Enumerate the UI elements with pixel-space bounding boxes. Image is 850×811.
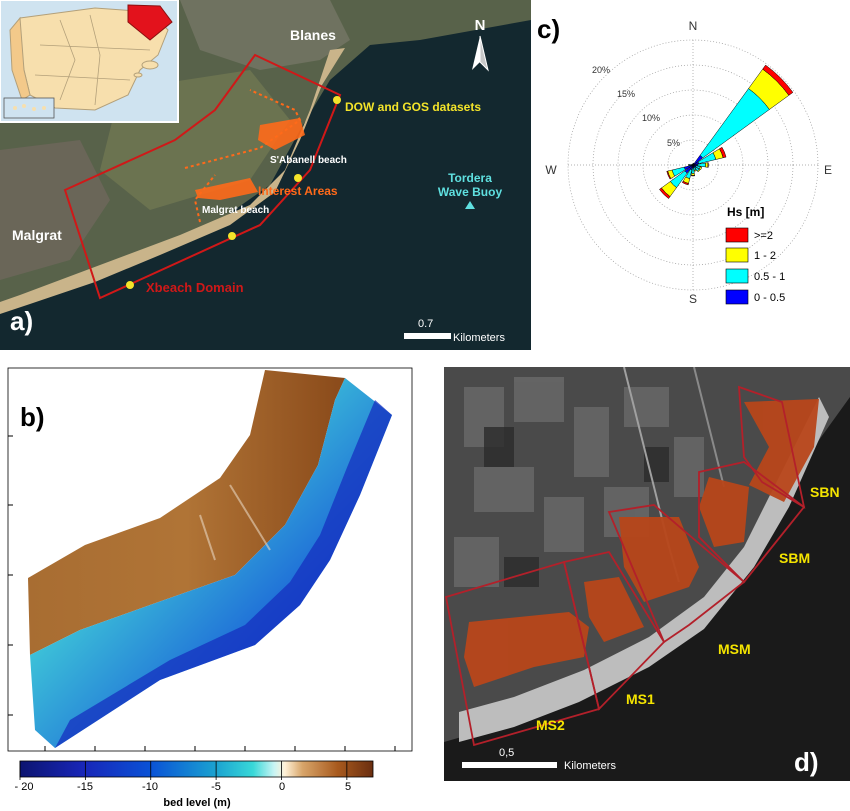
scale-bar xyxy=(404,333,451,339)
scale-unit-a: Kilometers xyxy=(453,332,505,344)
catalonia-highlight xyxy=(127,4,173,41)
scale-value-a: 0.7 xyxy=(418,318,433,330)
cbar-tick-0: 0 xyxy=(279,781,285,793)
colorbar xyxy=(19,760,374,778)
panel-letter-b: b) xyxy=(20,402,45,432)
scale-bar-d xyxy=(462,762,557,768)
rose-petal-202.5-3 xyxy=(681,180,689,186)
interest-areas-label: Interest Areas xyxy=(258,184,338,198)
legend-swatch-05-1 xyxy=(725,268,749,284)
compass-w: W xyxy=(545,163,557,177)
inset-map xyxy=(0,0,179,123)
rose-petal-135-2 xyxy=(697,169,701,173)
legend-label-0-05: 0 - 0.5 xyxy=(754,292,785,304)
interest-areas xyxy=(184,89,305,223)
dow-gos-label: DOW and GOS datasets xyxy=(345,100,481,114)
panel-d-aerial: 0,5 Kilometers SBN SBM MSM MS1 MS2 d) xyxy=(444,367,850,781)
urban-area-blanes xyxy=(180,0,350,70)
rose-petal-45-1 xyxy=(699,88,770,159)
rose-petal-225-3 xyxy=(659,187,671,199)
buoy-marker xyxy=(465,201,475,209)
panel-b-bathymetry: - 20 -15 -10 -5 0 5 bed level (m) b) xyxy=(0,360,420,811)
colorbar-ticks xyxy=(19,761,348,780)
aerial-canvas: 0,5 Kilometers SBN SBM MSM MS1 MS2 d) xyxy=(444,367,850,777)
legend-label-05-1: 0.5 - 1 xyxy=(754,271,785,283)
panel-c-wave-rose: c) N E S W 5% 10% 15% 20% Hs [m] >=2 1 -… xyxy=(531,0,850,350)
beach-strip xyxy=(0,48,345,314)
scale-value-d: 0,5 xyxy=(499,747,514,759)
north-label: N xyxy=(475,17,486,34)
zone-msm-outline xyxy=(607,504,746,644)
aerial-beach xyxy=(459,397,829,742)
deep-water xyxy=(55,400,392,748)
rose-petal-180-3 xyxy=(690,175,696,177)
rose-petal-45-3 xyxy=(762,64,794,96)
zone-label-msm: MSM xyxy=(718,641,751,657)
cbar-tick-m10: -10 xyxy=(142,781,158,793)
cbar-tick-m5: -5 xyxy=(211,781,221,793)
panel-letter-d: d) xyxy=(794,747,819,777)
zone-ms2-outline xyxy=(444,560,601,747)
compass-e: E xyxy=(824,163,832,177)
legend-label-1-2: 1 - 2 xyxy=(754,250,776,262)
zone-label-ms2: MS2 xyxy=(536,717,565,733)
urban-area-malgrat xyxy=(0,140,110,280)
malgrat-beach-label: Malgrat beach xyxy=(202,205,269,216)
cbar-tick-m15: -15 xyxy=(77,781,93,793)
map-a-canvas: N Blanes Malgrat DOW and GOS datasets S'… xyxy=(0,0,531,344)
zone-label-ms1: MS1 xyxy=(626,691,655,707)
wave-rose-chart: c) N E S W 5% 10% 15% 20% Hs [m] >=2 1 -… xyxy=(537,14,832,306)
xbeach-label: Xbeach Domain xyxy=(146,280,244,295)
rose-petal-247.5-3 xyxy=(666,170,672,180)
legend-swatch-1-2 xyxy=(725,247,749,263)
cbar-tick-5: 5 xyxy=(345,781,351,793)
rose-petal-180-2 xyxy=(691,173,695,176)
rose-petal-90-2 xyxy=(705,162,709,168)
place-blanes: Blanes xyxy=(290,27,336,43)
panel-letter-c: c) xyxy=(537,14,560,44)
ring-label-20: 20% xyxy=(592,65,610,75)
rose-petal-90-3 xyxy=(707,162,709,168)
legend-title: Hs [m] xyxy=(727,205,764,219)
legend-swatch-ge2 xyxy=(725,227,749,243)
rose-legend: Hs [m] >=2 1 - 2 0.5 - 1 0 - 0.5 xyxy=(725,205,785,305)
sabanell-label: S'Abanell beach xyxy=(270,155,347,166)
zone-label-sbn: SBN xyxy=(810,484,840,500)
scale-unit-d: Kilometers xyxy=(564,760,616,772)
zone-label-sbm: SBM xyxy=(779,550,810,566)
bathymetry-canvas: - 20 -15 -10 -5 0 5 bed level (m) b) xyxy=(7,367,413,809)
cbar-tick-m20: - 20 xyxy=(15,781,34,793)
colorbar-label: bed level (m) xyxy=(163,797,231,809)
axis-ticks xyxy=(8,435,396,751)
panel-letter-a: a) xyxy=(10,306,33,336)
dow-gos-points xyxy=(126,96,341,289)
ring-label-10: 10% xyxy=(642,113,660,123)
zone-sbn-outline xyxy=(738,385,806,509)
sea-bed xyxy=(30,378,392,748)
buoy-label-1: Tordera xyxy=(448,171,492,185)
rose-petals xyxy=(659,64,794,199)
rose-petal-270-2 xyxy=(688,164,690,166)
ring-label-5: 5% xyxy=(667,138,680,148)
compass-n: N xyxy=(689,19,698,33)
rose-ring xyxy=(617,89,769,241)
ring-label-15: 15% xyxy=(617,89,635,99)
rose-petal-157.5-2 xyxy=(693,169,697,172)
rose-petal-67.5-3 xyxy=(719,146,727,159)
xbeach-domain-outline xyxy=(63,53,342,300)
rose-petal-112.5-2 xyxy=(699,166,703,171)
compass-s: S xyxy=(689,292,697,306)
zone-outlines xyxy=(444,385,806,747)
north-arrow xyxy=(472,35,489,72)
rose-rings xyxy=(567,39,819,291)
legend-label-ge2: >=2 xyxy=(754,230,773,242)
legend-swatch-0-05 xyxy=(725,289,749,305)
buoy-label-2: Wave Buoy xyxy=(438,185,503,199)
zone-sbm-outline xyxy=(698,461,806,584)
panel-a-map: N Blanes Malgrat DOW and GOS datasets S'… xyxy=(0,0,531,350)
land-bed xyxy=(28,370,345,655)
rose-petal-292.5-1 xyxy=(691,163,693,166)
place-malgrat: Malgrat xyxy=(12,227,62,243)
